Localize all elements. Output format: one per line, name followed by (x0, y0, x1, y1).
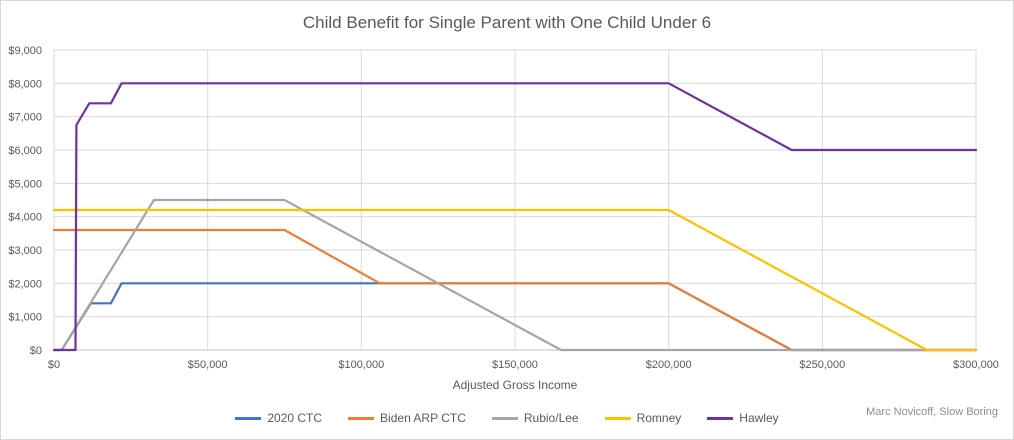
y-tick-label: $9,000 (8, 45, 42, 57)
y-tick-label: $2,000 (8, 278, 42, 290)
y-tick-label: $5,000 (8, 178, 42, 190)
y-tick-label: $4,000 (8, 212, 42, 224)
x-tick-label: $50,000 (188, 359, 228, 371)
x-tick-label: $300,000 (953, 359, 999, 371)
legend: 2020 CTC Biden ARP CTC Rubio/Lee Romney … (0, 408, 1014, 428)
x-tick-label: $0 (48, 359, 60, 371)
x-tick-label: $250,000 (799, 359, 845, 371)
legend-item-romney: Romney (604, 411, 682, 425)
legend-item-hawley: Hawley (707, 411, 779, 425)
x-tick-label: $100,000 (338, 359, 384, 371)
y-tick-label: $3,000 (8, 245, 42, 257)
legend-swatch (235, 416, 262, 420)
y-tick-label: $7,000 (8, 112, 42, 124)
chart-title: Child Benefit for Single Parent with One… (303, 13, 711, 32)
x-tick-label: $200,000 (646, 359, 692, 371)
y-tick-label: $8,000 (8, 78, 42, 90)
legend-label: Hawley (739, 411, 779, 425)
y-tick-label: $0 (30, 345, 42, 357)
source-credit: Marc Novicoff, Slow Boring (866, 406, 998, 418)
legend-swatch (707, 416, 734, 420)
legend-label: 2020 CTC (267, 411, 323, 425)
series-line-hawley (52, 82, 978, 352)
legend-label: Biden ARP CTC (380, 411, 466, 425)
y-tick-label: $6,000 (8, 145, 42, 157)
y-tick-label: $1,000 (8, 312, 42, 324)
x-axis-title: Adjusted Gross Income (453, 378, 578, 392)
x-tick-label: $150,000 (492, 359, 538, 371)
legend-item-biden-arp-ctc: Biden ARP CTC (348, 411, 466, 425)
legend-label: Romney (636, 411, 682, 425)
legend-swatch (604, 416, 631, 420)
legend-item-2020-ctc: 2020 CTC (235, 411, 322, 425)
legend-swatch (348, 416, 375, 420)
legend-item-rubio-lee: Rubio/Lee (491, 411, 579, 425)
legend-label: Rubio/Lee (523, 411, 579, 425)
series-line-romney (52, 208, 978, 352)
legend-swatch (491, 416, 518, 420)
